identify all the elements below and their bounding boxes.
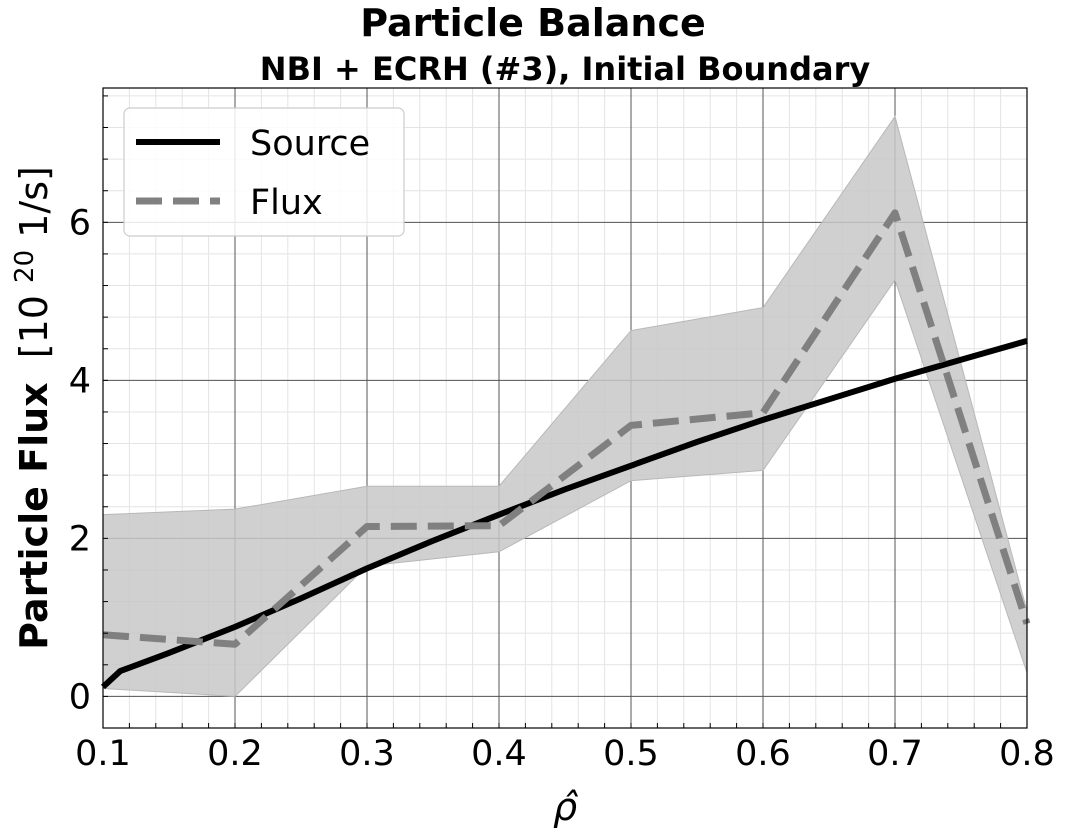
y-tick-label: 6 xyxy=(69,203,91,243)
y-axis-label-bold: Particle Flux xyxy=(12,382,56,650)
x-tick-label: 0.6 xyxy=(735,734,791,774)
x-tick-label: 0.1 xyxy=(75,734,131,774)
y-axis-label-unit-prefix: [10 xyxy=(12,295,56,358)
x-tick-label: 0.4 xyxy=(471,734,527,774)
legend: Source Flux xyxy=(123,107,405,237)
chart-subtitle: NBI + ECRH (#3), Initial Boundary xyxy=(260,50,871,88)
legend-label-flux: Flux xyxy=(250,183,323,223)
x-axis-label: ρ̂ xyxy=(553,785,579,829)
x-tick-label: 0.2 xyxy=(207,734,263,774)
y-axis-label-unit-exp: 20 xyxy=(10,250,40,283)
x-tick-label: 0.3 xyxy=(339,734,395,774)
legend-label-source: Source xyxy=(250,124,370,164)
y-tick-label: 4 xyxy=(69,361,91,401)
x-tick-label: 0.7 xyxy=(867,734,923,774)
minor-ticks xyxy=(102,95,1028,729)
y-tick-label: 0 xyxy=(69,677,91,717)
plot-frame xyxy=(102,87,1028,729)
chart-title: Particle Balance xyxy=(360,1,706,45)
x-tick-label: 0.5 xyxy=(603,734,659,774)
x-tick-labels: 0.1 0.2 0.3 0.4 0.5 0.6 0.7 0.8 xyxy=(75,734,1055,774)
x-tick-label: 0.8 xyxy=(999,734,1055,774)
y-tick-labels: 0 2 4 6 xyxy=(69,203,91,717)
y-axis-label-unit-suffix: 1/s] xyxy=(12,166,56,238)
y-tick-label: 2 xyxy=(69,519,91,559)
series-line-flux xyxy=(102,209,1031,648)
y-axis-label: Particle Flux [10 20 1/s] xyxy=(0,166,56,650)
series-line-group xyxy=(100,209,1031,690)
